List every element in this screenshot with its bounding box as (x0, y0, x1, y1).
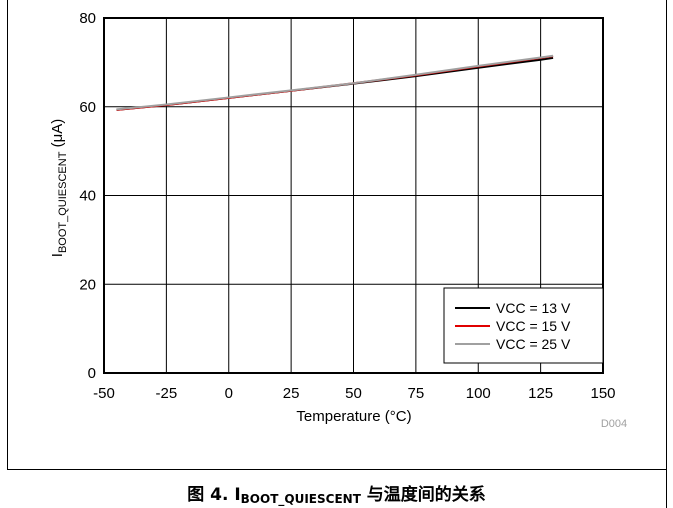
y-tick-label: 60 (79, 99, 96, 116)
x-tick-label: 25 (283, 385, 300, 402)
x-tick-label: 50 (345, 385, 362, 402)
x-tick-label: 125 (528, 385, 553, 402)
figure-code: D004 (601, 418, 627, 430)
legend: VCC = 13 V VCC = 15 V VCC = 25 V (443, 287, 604, 364)
y-axis-label: IBOOT_QUIESCENT (μA) (49, 119, 69, 257)
y-tick-label: 20 (79, 276, 96, 293)
y-tick-label: 40 (79, 188, 96, 205)
legend-label: VCC = 15 V (496, 318, 571, 334)
y-axis-label-main: I (49, 253, 66, 257)
series-line (116, 54, 554, 111)
x-tick-label: 75 (408, 385, 425, 402)
y-axis-label-unit: (μA) (49, 119, 66, 152)
series-lines (116, 54, 554, 111)
frame-bottom-border (7, 469, 667, 470)
chart: -50 -25 0 25 50 75 100 125 150 0 20 40 60 80 Temperat… (49, 10, 627, 430)
y-axis-label-subscript: BOOT_QUIESCENT (57, 151, 69, 253)
caption-suffix: 与温度间的关系 (360, 485, 486, 505)
x-tick-label: -25 (156, 385, 178, 402)
x-tick-label: -50 (93, 385, 115, 402)
y-tick-label: 0 (88, 365, 96, 382)
figure-caption: 图 4. IBOOT_QUIESCENT 与温度间的关系 (0, 480, 673, 506)
legend-label: VCC = 13 V (496, 300, 571, 316)
legend-label: VCC = 25 V (496, 336, 571, 352)
tick-labels: -50 -25 0 25 50 75 100 125 150 0 20 40 60 80 (79, 10, 615, 402)
plot-area-border (103, 17, 604, 374)
frame-right-border (666, 0, 667, 508)
x-tick-label: 0 (225, 385, 233, 402)
y-tick-label: 80 (79, 10, 96, 27)
frame-left-border (7, 0, 8, 470)
x-axis-label: Temperature (°C) (296, 408, 411, 425)
x-tick-label: 100 (466, 385, 491, 402)
caption-prefix: 图 4. I (187, 485, 241, 505)
x-tick-label: 150 (590, 385, 615, 402)
caption-subscript: BOOT_QUIESCENT (240, 492, 361, 506)
